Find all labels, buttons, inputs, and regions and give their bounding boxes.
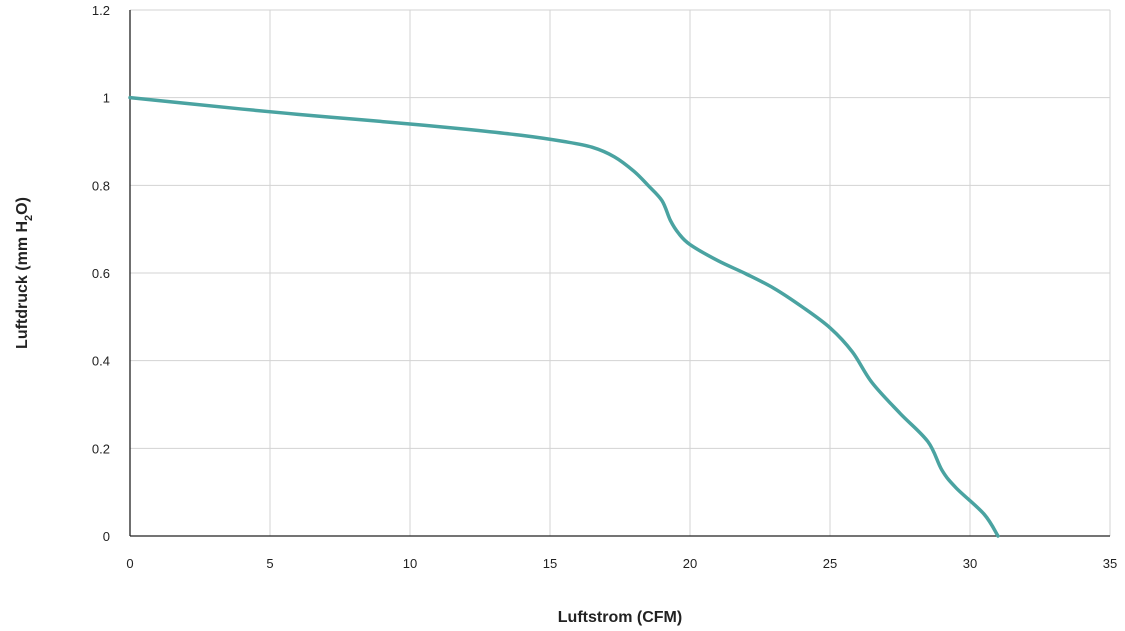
x-tick-label: 5 xyxy=(266,556,273,571)
y-tick-label: 0.2 xyxy=(92,441,110,456)
x-tick-label: 35 xyxy=(1103,556,1117,571)
x-tick-label: 15 xyxy=(543,556,557,571)
x-tick-label: 25 xyxy=(823,556,837,571)
x-tick-label: 0 xyxy=(126,556,133,571)
x-tick-label: 10 xyxy=(403,556,417,571)
series-line xyxy=(128,95,1000,538)
tick-labels: 0 5 10 15 20 25 30 35 0 0.2 0.4 0.6 0.8 1 1.2 xyxy=(92,3,1117,571)
x-tick-label: 20 xyxy=(683,556,697,571)
x-axis-title: Luftstrom (CFM) xyxy=(558,609,682,626)
y-tick-label: 0 xyxy=(103,529,110,544)
y-axis-title-tail: O) xyxy=(14,197,31,215)
y-axis-title-main: Luftdruck (mm H xyxy=(14,221,31,349)
y-axis-title-subscript: 2 xyxy=(23,215,35,221)
grid-lines xyxy=(130,9,1111,536)
y-tick-label: 0.4 xyxy=(92,354,110,369)
y-tick-label: 1 xyxy=(103,91,110,106)
y-tick-label: 1.2 xyxy=(92,3,110,18)
y-axis-title: Luftdruck (mm H2O) xyxy=(14,197,35,349)
y-tick-label: 0.8 xyxy=(92,178,110,193)
series-lines xyxy=(128,95,1000,538)
x-tick-label: 30 xyxy=(963,556,977,571)
y-tick-label: 0.6 xyxy=(92,266,110,281)
